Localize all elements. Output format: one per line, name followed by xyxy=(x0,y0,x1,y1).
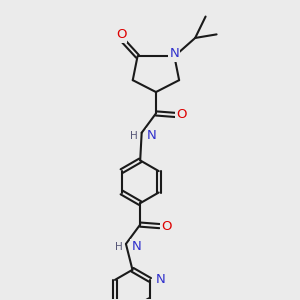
Text: O: O xyxy=(116,28,126,41)
Text: H: H xyxy=(115,242,122,252)
Text: O: O xyxy=(177,108,187,122)
Text: N: N xyxy=(147,129,157,142)
Text: N: N xyxy=(156,273,166,286)
Text: O: O xyxy=(161,220,171,232)
Text: N: N xyxy=(169,47,179,61)
Text: H: H xyxy=(130,131,138,141)
Text: N: N xyxy=(131,240,141,254)
